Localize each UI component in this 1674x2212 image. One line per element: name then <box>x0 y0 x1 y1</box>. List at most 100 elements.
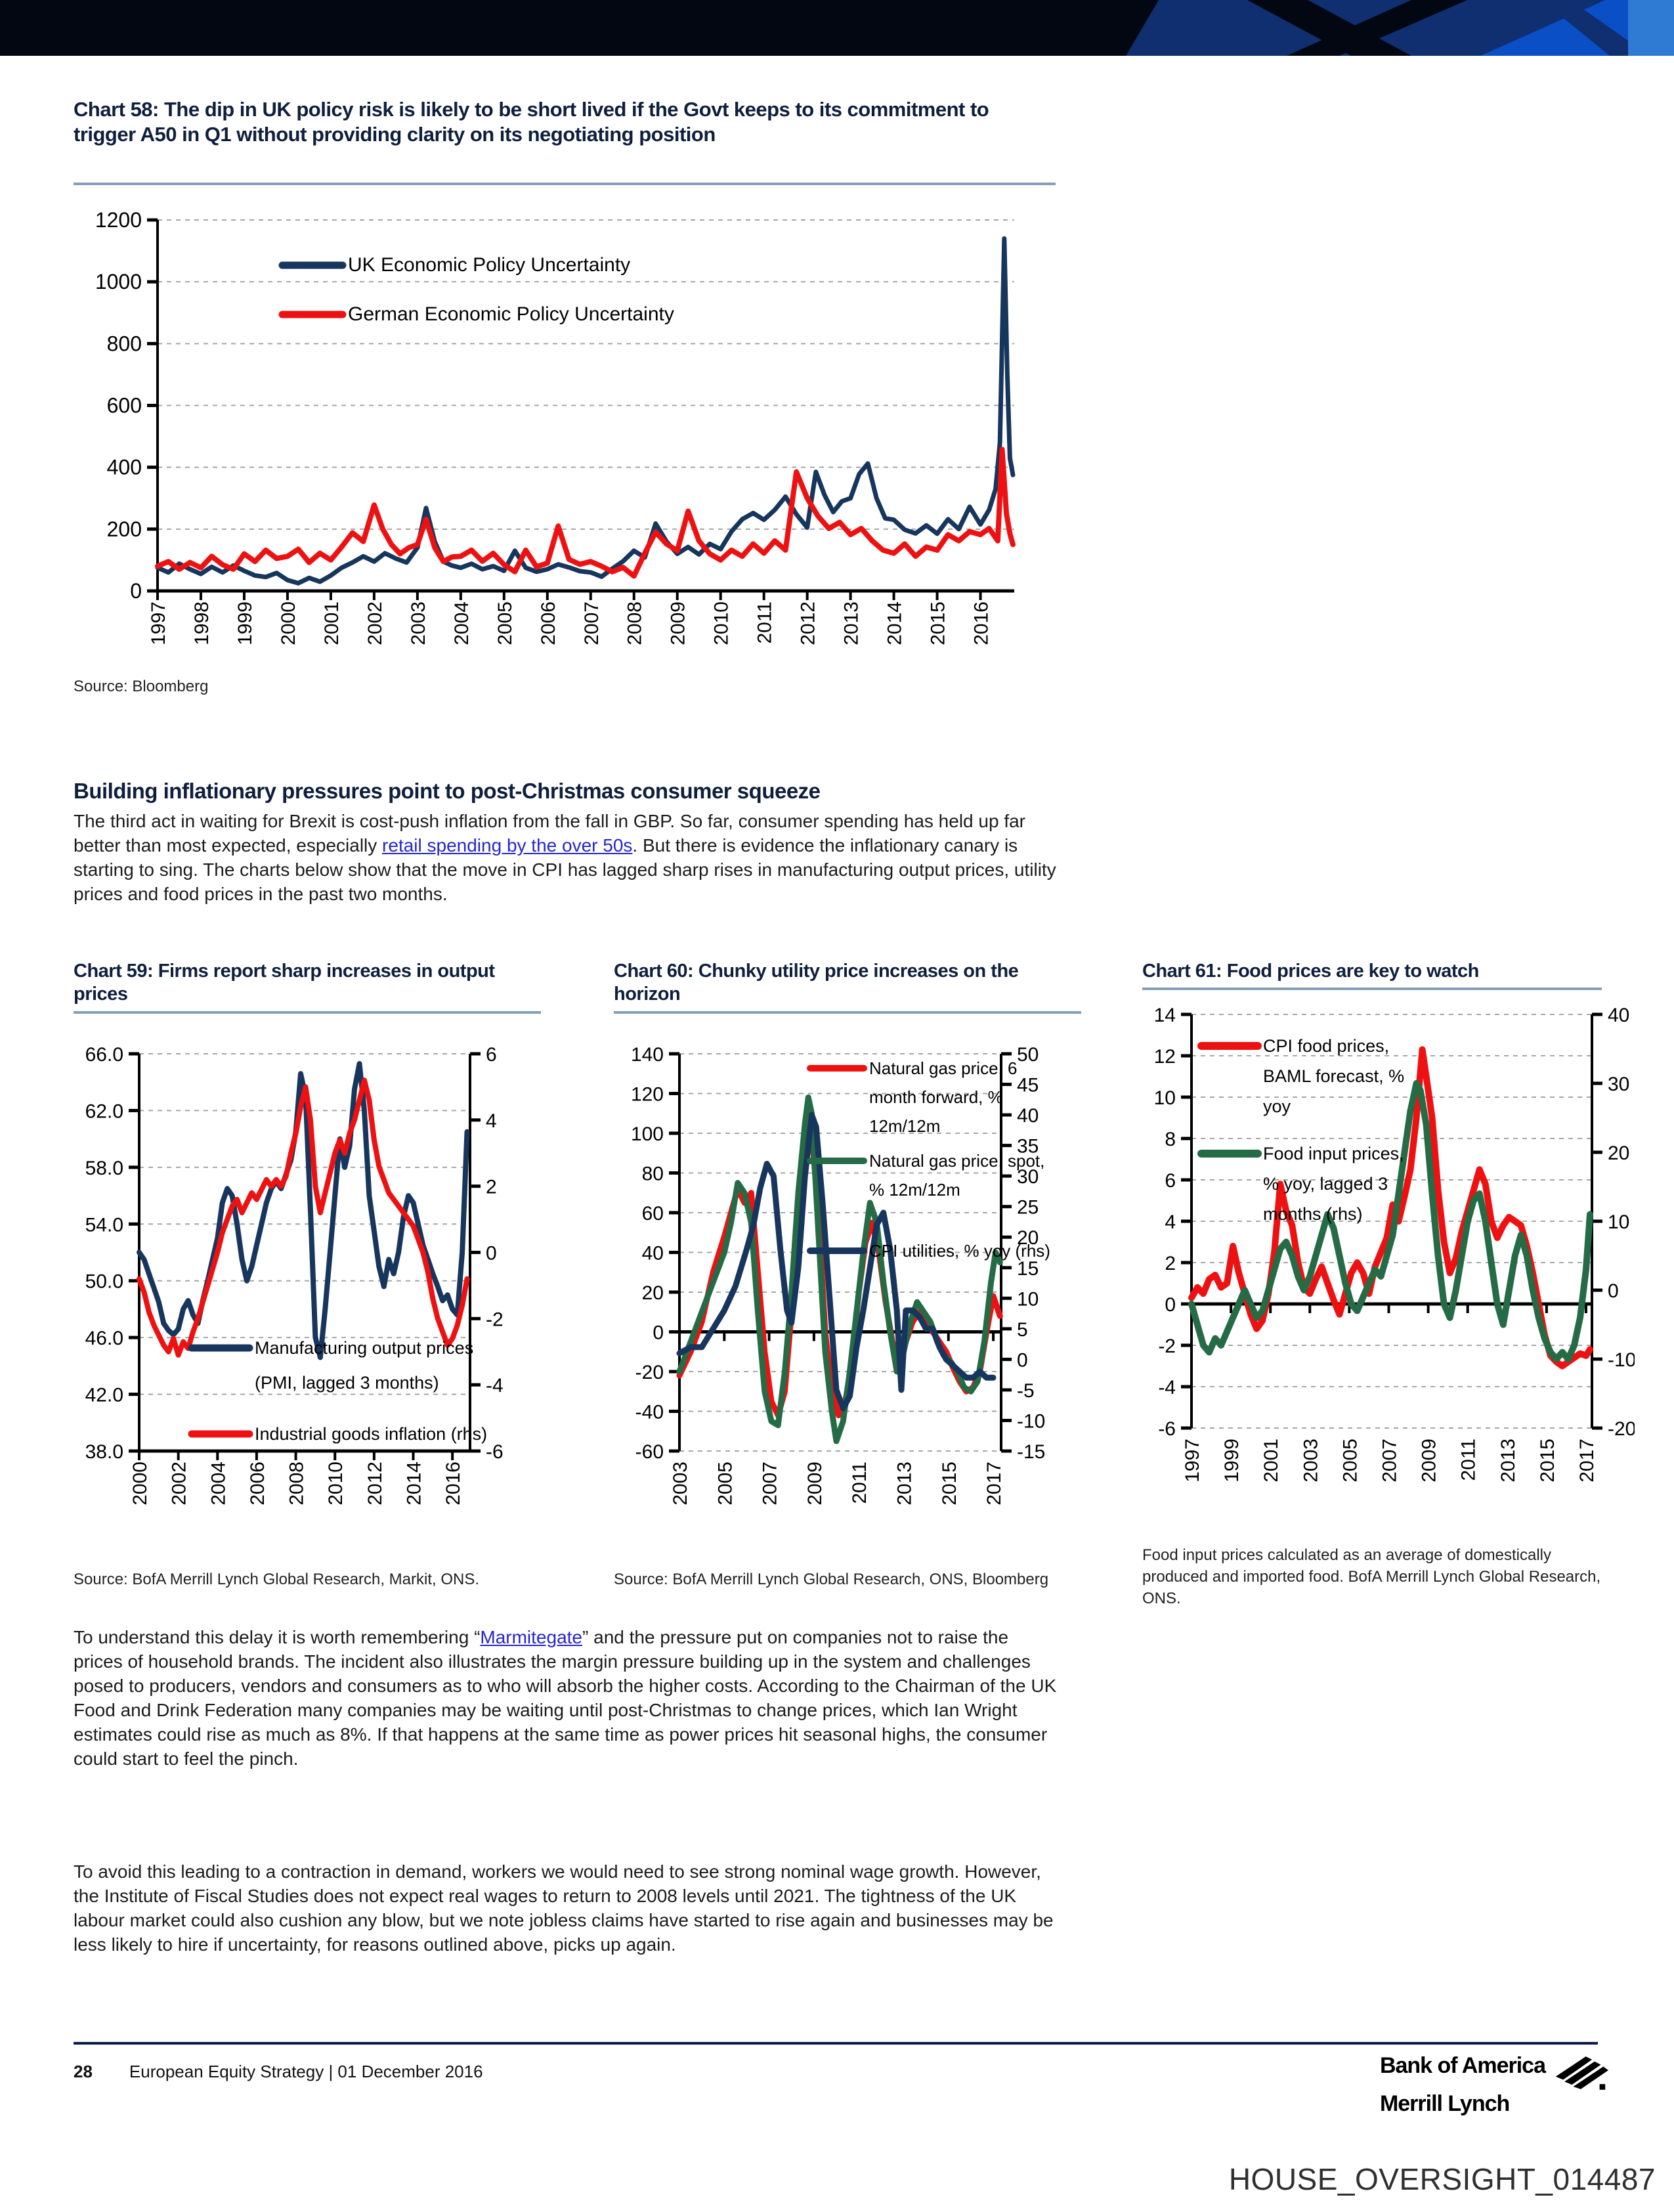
svg-text:0: 0 <box>1017 1349 1028 1371</box>
svg-text:20: 20 <box>1608 1142 1629 1164</box>
svg-text:2006: 2006 <box>538 601 559 645</box>
svg-text:-60: -60 <box>635 1441 664 1463</box>
svg-text:2003: 2003 <box>670 1462 691 1506</box>
svg-text:14: 14 <box>1154 1005 1176 1026</box>
svg-text:0: 0 <box>486 1243 497 1265</box>
chart60-title-underline <box>614 1011 1081 1014</box>
svg-text:2: 2 <box>486 1177 497 1198</box>
svg-text:6: 6 <box>1165 1170 1176 1192</box>
svg-text:30: 30 <box>1608 1073 1629 1095</box>
svg-text:10: 10 <box>1154 1087 1176 1109</box>
chart59-title: Chart 59: Firms report sharp increases i… <box>74 961 495 1005</box>
svg-text:-15: -15 <box>1017 1441 1045 1463</box>
svg-text:2000: 2000 <box>129 1462 151 1506</box>
svg-text:month forward, %: month forward, % <box>869 1087 1003 1107</box>
svg-text:2010: 2010 <box>711 601 733 645</box>
svg-text:2006: 2006 <box>247 1462 268 1506</box>
svg-text:35: 35 <box>1017 1136 1039 1158</box>
chart59-source: Source: BofA Merrill Lynch Global Resear… <box>74 1571 479 1588</box>
svg-text:50: 50 <box>1017 1044 1039 1066</box>
svg-text:Industrial goods inflation (rh: Industrial goods inflation (rhs) <box>255 1424 487 1444</box>
svg-text:46.0: 46.0 <box>85 1328 123 1349</box>
svg-text:2003: 2003 <box>1300 1439 1321 1483</box>
svg-text:2005: 2005 <box>494 601 516 645</box>
svg-text:58.0: 58.0 <box>85 1158 123 1179</box>
svg-text:45: 45 <box>1017 1075 1039 1096</box>
svg-text:2013: 2013 <box>893 1462 915 1506</box>
svg-text:CPI utilities, % yoy (rhs): CPI utilities, % yoy (rhs) <box>869 1241 1050 1261</box>
svg-text:1997: 1997 <box>148 601 169 645</box>
chart61-title-underline <box>1142 987 1602 990</box>
chart58-source: Source: Bloomberg <box>74 678 209 695</box>
svg-text:1998: 1998 <box>191 601 213 645</box>
svg-text:200: 200 <box>107 517 142 541</box>
svg-text:German Economic Policy Uncerta: German Economic Policy Uncertainty <box>348 303 674 325</box>
svg-text:400: 400 <box>107 456 142 479</box>
svg-text:2002: 2002 <box>364 601 386 645</box>
svg-text:2016: 2016 <box>971 601 993 645</box>
svg-text:months (rhs): months (rhs) <box>1263 1204 1363 1224</box>
svg-text:0: 0 <box>1608 1280 1619 1302</box>
svg-text:2009: 2009 <box>668 601 689 645</box>
svg-text:2007: 2007 <box>1379 1439 1400 1483</box>
svg-text:-40: -40 <box>635 1402 664 1423</box>
svg-text:40: 40 <box>1017 1105 1039 1127</box>
svg-text:2016: 2016 <box>442 1462 464 1506</box>
bofa-flag-icon <box>1555 2056 1608 2090</box>
svg-text:38.0: 38.0 <box>85 1441 123 1463</box>
svg-text:4: 4 <box>1165 1211 1176 1233</box>
svg-text:Natural gas price, 6: Natural gas price, 6 <box>869 1058 1017 1078</box>
svg-text:-20: -20 <box>635 1362 664 1383</box>
svg-text:2002: 2002 <box>169 1462 190 1506</box>
logo-line2: Merrill Lynch <box>1379 2091 1510 2116</box>
svg-text:-10: -10 <box>1017 1410 1045 1432</box>
svg-text:42.0: 42.0 <box>85 1385 123 1406</box>
paragraph-text: . But there is evidence the inflationary… <box>74 835 1056 904</box>
svg-text:2010: 2010 <box>325 1462 347 1506</box>
svg-text:25: 25 <box>1017 1197 1039 1219</box>
bofa-ml-logo: Bank of America Merrill Lynch <box>1380 2054 1608 2115</box>
svg-text:12m/12m: 12m/12m <box>869 1116 940 1136</box>
svg-text:2001: 2001 <box>1260 1439 1282 1483</box>
svg-text:54.0: 54.0 <box>85 1214 123 1236</box>
svg-text:10: 10 <box>1017 1288 1039 1310</box>
svg-text:2003: 2003 <box>408 601 429 645</box>
svg-text:80: 80 <box>642 1163 664 1185</box>
svg-text:1997: 1997 <box>1182 1439 1203 1483</box>
chart58-figure: 0 200 400 600 800 1000 1200 1997 1998 1999 2000 200… <box>95 208 1016 645</box>
svg-text:-2: -2 <box>486 1309 504 1330</box>
svg-text:2017: 2017 <box>983 1462 1005 1506</box>
svg-text:140: 140 <box>631 1044 664 1066</box>
svg-text:60: 60 <box>642 1203 664 1225</box>
svg-text:2009: 2009 <box>804 1462 826 1506</box>
svg-text:(PMI, lagged 3 months): (PMI, lagged 3 months) <box>255 1373 439 1393</box>
svg-text:2005: 2005 <box>714 1462 736 1506</box>
inline-link[interactable]: Marmitegate <box>480 1627 583 1647</box>
svg-text:-6: -6 <box>1158 1418 1176 1440</box>
svg-text:Natural gas price, spot,: Natural gas price, spot, <box>869 1151 1044 1171</box>
svg-text:CPI food prices,: CPI food prices, <box>1263 1036 1389 1056</box>
svg-text:100: 100 <box>631 1123 664 1145</box>
svg-text:2012: 2012 <box>798 601 819 645</box>
svg-text:30: 30 <box>1017 1166 1039 1188</box>
svg-text:2012: 2012 <box>364 1462 386 1506</box>
svg-text:2011: 2011 <box>849 1462 870 1504</box>
chart60-source: Source: BofA Merrill Lynch Global Resear… <box>614 1571 1049 1588</box>
svg-text:50.0: 50.0 <box>85 1271 123 1293</box>
chart59-title-underline <box>74 1011 541 1014</box>
svg-text:2015: 2015 <box>928 601 949 645</box>
svg-text:2017: 2017 <box>1576 1439 1598 1483</box>
inline-link[interactable]: retail spending by the over 50s <box>382 835 633 856</box>
svg-text:66.0: 66.0 <box>85 1044 123 1066</box>
svg-text:8: 8 <box>1165 1129 1176 1150</box>
svg-text:0: 0 <box>1165 1294 1176 1316</box>
svg-text:20: 20 <box>1017 1227 1039 1249</box>
chart58-title-underline <box>74 183 1056 185</box>
svg-text:2004: 2004 <box>451 601 473 645</box>
svg-text:-2: -2 <box>1158 1335 1176 1357</box>
chart59-figure: 38.0 42.0 46.0 50.0 54.0 58.0 62.0 66.0 -6 -4 -2 0 2… <box>85 1044 504 1506</box>
chart60-title: Chart 60: Chunky utility price increases… <box>614 961 1019 1005</box>
svg-text:2015: 2015 <box>1537 1439 1558 1483</box>
svg-text:2005: 2005 <box>1339 1439 1361 1483</box>
paragraph-wages: To avoid this leading to a contraction i… <box>74 1859 1061 1957</box>
